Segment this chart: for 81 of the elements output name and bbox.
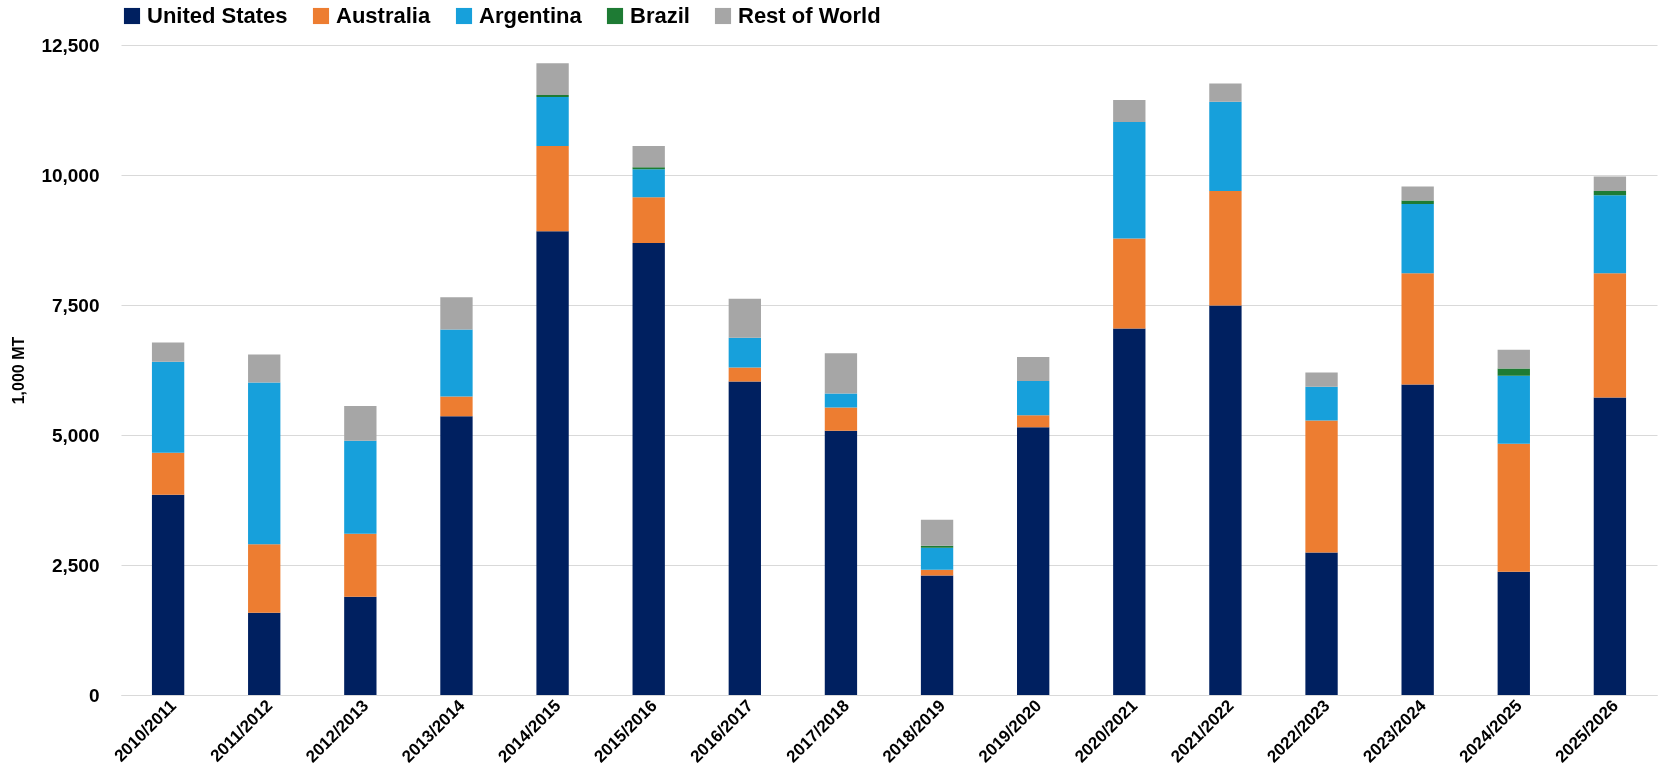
bar [1305, 386, 1338, 421]
bar [440, 396, 473, 417]
bar [344, 405, 377, 441]
bar [632, 145, 665, 168]
bar [344, 440, 377, 534]
bar [1017, 415, 1050, 428]
bar [632, 243, 665, 695]
bar [1401, 186, 1434, 201]
bar [728, 298, 761, 338]
bar [1497, 443, 1530, 572]
bar [1113, 100, 1146, 122]
bar [536, 145, 569, 232]
bar [1113, 121, 1146, 239]
bar [1209, 305, 1242, 695]
bar [1305, 552, 1338, 695]
y-tick-label: 7,500 [51, 294, 100, 316]
legend-label: Australia [336, 3, 431, 28]
bar [1209, 83, 1242, 102]
bar [1401, 273, 1434, 385]
bar [248, 544, 281, 613]
y-axis-title: 1,000 MT [10, 336, 28, 405]
bar [1497, 368, 1530, 376]
bar [920, 519, 954, 546]
bar [824, 353, 858, 394]
bar [824, 393, 858, 408]
bar [1113, 328, 1146, 695]
bar [1017, 357, 1050, 381]
bar [248, 382, 281, 545]
bar [536, 94, 569, 97]
bar [920, 575, 954, 695]
bar [344, 533, 377, 597]
bar [728, 367, 761, 382]
bar [440, 297, 473, 330]
bar [248, 612, 281, 695]
bar [1497, 571, 1530, 695]
bar [1401, 384, 1434, 695]
bar [920, 545, 954, 548]
bar [1113, 238, 1146, 329]
bar [1593, 176, 1627, 192]
bar [1401, 200, 1434, 205]
bar [440, 329, 473, 397]
bar [1497, 349, 1530, 369]
legend-label: United States [147, 3, 288, 28]
bar [1401, 204, 1434, 274]
bar [1593, 191, 1627, 196]
y-tick-label: 12,500 [41, 34, 100, 56]
legend-label: Rest of World [738, 3, 881, 28]
legend-label: Brazil [630, 3, 690, 28]
bar [536, 97, 569, 146]
bar [440, 416, 473, 695]
bar [151, 361, 185, 453]
y-tick-label: 10,000 [41, 164, 100, 186]
bar [632, 197, 665, 244]
bar [824, 407, 858, 431]
bar [536, 63, 569, 95]
bar [1209, 191, 1242, 306]
bar [151, 342, 185, 362]
y-tick-label: 5,000 [51, 424, 100, 446]
bar [728, 337, 761, 368]
bar [1497, 375, 1530, 444]
bar [728, 381, 761, 695]
bar [248, 354, 281, 383]
bar [1593, 273, 1627, 398]
bar [151, 452, 185, 495]
bar [1017, 380, 1050, 416]
bar [151, 494, 185, 695]
bar [1305, 420, 1338, 553]
bar [632, 169, 665, 198]
bar [1017, 427, 1050, 695]
bar [1593, 397, 1627, 695]
bar [920, 547, 954, 570]
bar [1305, 372, 1338, 387]
bar [536, 231, 569, 695]
legend-label: Argentina [479, 3, 583, 28]
y-tick-label: 2,500 [51, 554, 100, 576]
bar [824, 430, 858, 695]
bar [1593, 195, 1627, 274]
bar [1209, 101, 1242, 192]
bar [632, 167, 665, 170]
bar [344, 596, 377, 695]
y-tick-label: 0 [88, 684, 100, 706]
